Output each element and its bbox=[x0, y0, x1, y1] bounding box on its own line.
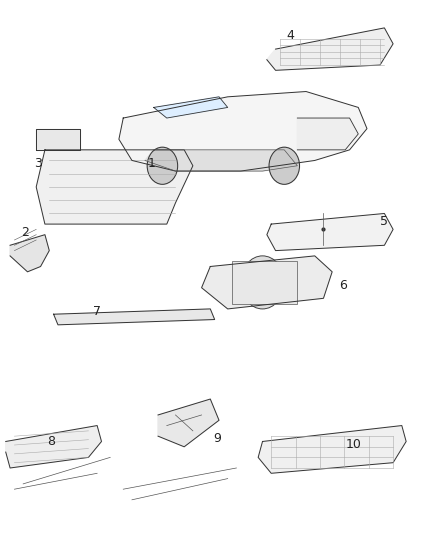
Text: 6: 6 bbox=[339, 279, 347, 292]
Text: 7: 7 bbox=[93, 305, 101, 318]
Polygon shape bbox=[36, 128, 80, 150]
Text: 1: 1 bbox=[148, 157, 155, 169]
Polygon shape bbox=[145, 150, 297, 171]
Circle shape bbox=[269, 147, 300, 184]
Text: 8: 8 bbox=[47, 435, 56, 448]
Polygon shape bbox=[297, 118, 358, 150]
Polygon shape bbox=[201, 256, 332, 309]
Circle shape bbox=[147, 147, 178, 184]
Polygon shape bbox=[10, 235, 49, 272]
Text: 3: 3 bbox=[35, 157, 42, 169]
Polygon shape bbox=[158, 399, 219, 447]
Polygon shape bbox=[267, 214, 393, 251]
Polygon shape bbox=[267, 28, 393, 70]
Text: 9: 9 bbox=[213, 432, 221, 446]
Bar bbox=[232, 261, 297, 304]
Polygon shape bbox=[258, 425, 406, 473]
Text: 5: 5 bbox=[380, 215, 389, 228]
Polygon shape bbox=[36, 150, 193, 224]
Polygon shape bbox=[119, 92, 367, 171]
Text: 2: 2 bbox=[21, 225, 29, 239]
Polygon shape bbox=[6, 425, 102, 468]
Polygon shape bbox=[53, 309, 215, 325]
Polygon shape bbox=[154, 97, 228, 118]
Circle shape bbox=[241, 256, 284, 309]
Text: 4: 4 bbox=[287, 29, 295, 42]
Text: 10: 10 bbox=[346, 438, 362, 450]
